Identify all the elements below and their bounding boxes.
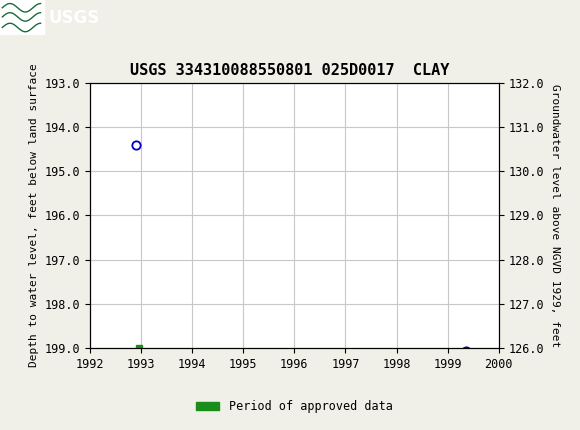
Bar xyxy=(0,0,44,35)
Y-axis label: Depth to water level, feet below land surface: Depth to water level, feet below land su… xyxy=(29,64,39,367)
Y-axis label: Groundwater level above NGVD 1929, feet: Groundwater level above NGVD 1929, feet xyxy=(550,84,560,347)
Legend: Period of approved data: Period of approved data xyxy=(191,396,397,418)
Text: USGS 334310088550801 025D0017  CLAY: USGS 334310088550801 025D0017 CLAY xyxy=(130,63,450,78)
Text: USGS: USGS xyxy=(48,9,99,27)
